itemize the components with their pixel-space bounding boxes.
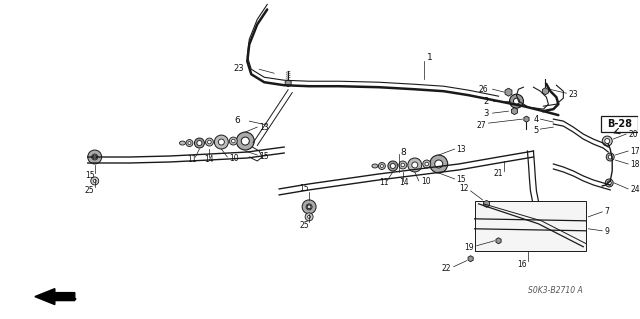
Text: 15: 15 xyxy=(85,171,95,181)
Circle shape xyxy=(93,155,97,159)
Circle shape xyxy=(425,162,429,166)
Circle shape xyxy=(188,142,191,145)
Circle shape xyxy=(306,204,312,210)
Text: 10: 10 xyxy=(420,177,430,186)
Circle shape xyxy=(241,137,249,145)
Text: 15: 15 xyxy=(457,175,467,184)
Circle shape xyxy=(513,98,520,104)
Polygon shape xyxy=(542,88,548,95)
Circle shape xyxy=(602,136,612,146)
Circle shape xyxy=(195,138,204,148)
Circle shape xyxy=(229,137,237,145)
Text: 5: 5 xyxy=(533,126,538,135)
Polygon shape xyxy=(524,116,529,122)
Text: 23: 23 xyxy=(568,90,578,99)
Text: 17: 17 xyxy=(630,146,640,156)
Text: 19: 19 xyxy=(464,243,474,252)
Circle shape xyxy=(378,162,385,169)
Circle shape xyxy=(93,180,96,182)
Text: 14: 14 xyxy=(399,178,408,188)
FancyBboxPatch shape xyxy=(601,116,638,132)
Text: 21: 21 xyxy=(494,169,503,178)
Text: 23: 23 xyxy=(234,64,244,73)
Text: 25: 25 xyxy=(85,186,95,196)
Text: 26: 26 xyxy=(479,85,488,94)
Text: 2: 2 xyxy=(483,97,488,106)
Circle shape xyxy=(399,161,407,169)
Text: 16: 16 xyxy=(518,260,527,269)
Circle shape xyxy=(302,200,316,214)
Circle shape xyxy=(236,132,254,150)
Text: 4: 4 xyxy=(533,115,538,124)
Circle shape xyxy=(429,155,448,173)
Circle shape xyxy=(307,205,311,209)
Circle shape xyxy=(205,138,213,146)
Text: 8: 8 xyxy=(401,147,406,157)
Circle shape xyxy=(91,177,99,185)
Polygon shape xyxy=(285,80,291,87)
Text: 3: 3 xyxy=(483,109,488,118)
Circle shape xyxy=(207,140,211,144)
Text: 9: 9 xyxy=(604,227,609,236)
Text: 11: 11 xyxy=(188,154,197,164)
Circle shape xyxy=(197,141,202,145)
Circle shape xyxy=(88,150,102,164)
Text: FR.: FR. xyxy=(58,292,77,301)
Text: 15: 15 xyxy=(300,184,309,193)
Circle shape xyxy=(408,158,422,172)
Circle shape xyxy=(509,94,524,108)
Circle shape xyxy=(435,160,443,168)
Text: 18: 18 xyxy=(630,160,639,169)
Text: 10: 10 xyxy=(229,153,239,162)
Circle shape xyxy=(412,162,418,168)
Circle shape xyxy=(390,164,396,168)
Text: B-28: B-28 xyxy=(607,119,632,129)
Circle shape xyxy=(92,154,98,160)
Text: 22: 22 xyxy=(441,264,451,273)
Circle shape xyxy=(607,181,611,185)
Circle shape xyxy=(214,135,228,149)
Circle shape xyxy=(232,139,235,143)
Bar xyxy=(475,201,586,251)
Circle shape xyxy=(218,139,225,145)
Text: 25: 25 xyxy=(300,221,309,230)
Circle shape xyxy=(401,163,404,167)
Circle shape xyxy=(605,179,613,187)
Circle shape xyxy=(605,138,610,144)
Circle shape xyxy=(308,215,310,218)
Text: 13: 13 xyxy=(457,145,467,153)
Polygon shape xyxy=(35,289,75,305)
Circle shape xyxy=(186,139,193,146)
Ellipse shape xyxy=(179,141,186,145)
Polygon shape xyxy=(496,238,501,244)
Text: 7: 7 xyxy=(604,207,609,216)
Text: 20: 20 xyxy=(628,130,638,138)
Text: 14: 14 xyxy=(204,154,214,164)
Text: 15: 15 xyxy=(259,152,269,160)
Circle shape xyxy=(380,165,383,167)
Text: 24: 24 xyxy=(630,185,640,194)
Polygon shape xyxy=(505,88,512,96)
Circle shape xyxy=(388,161,398,171)
Circle shape xyxy=(305,213,313,221)
Text: 1: 1 xyxy=(427,53,433,62)
Text: 6: 6 xyxy=(234,115,240,125)
Polygon shape xyxy=(468,256,473,262)
Text: 12: 12 xyxy=(459,184,468,193)
Text: 11: 11 xyxy=(379,178,388,188)
Text: 27: 27 xyxy=(477,121,486,130)
Polygon shape xyxy=(511,108,518,115)
Text: S0K3-B2710 A: S0K3-B2710 A xyxy=(529,286,583,295)
Polygon shape xyxy=(484,200,490,207)
Ellipse shape xyxy=(372,164,378,168)
Circle shape xyxy=(423,160,431,168)
Circle shape xyxy=(608,155,612,159)
Text: 13: 13 xyxy=(259,122,269,132)
Circle shape xyxy=(606,153,614,161)
